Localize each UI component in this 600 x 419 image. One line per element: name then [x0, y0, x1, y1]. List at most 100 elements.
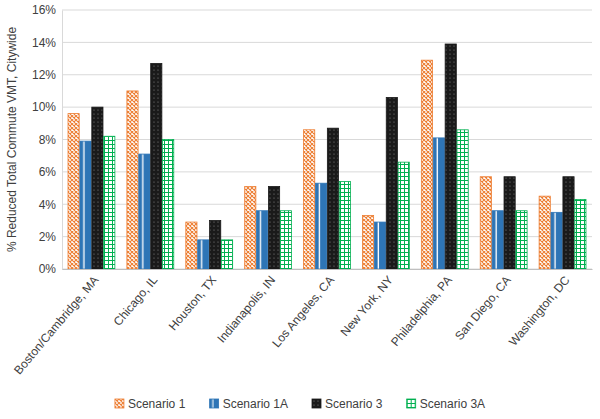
bar — [139, 154, 150, 269]
y-tick: 4% — [39, 198, 62, 212]
x-tick-label: Los Angeles, CA — [269, 273, 337, 350]
x-tick-label: New York, NY — [338, 273, 396, 339]
x-tick: Boston/Cambridge, MA — [11, 269, 101, 377]
x-tick: Chicago, IL — [111, 269, 161, 329]
y-tick-label: 12% — [32, 68, 56, 82]
bar — [92, 107, 103, 269]
bar — [327, 128, 338, 269]
bar — [492, 211, 503, 269]
legend-label: Scenario 1 — [128, 397, 186, 411]
bar — [104, 136, 115, 269]
y-tick: 10% — [32, 100, 62, 114]
x-tick: Houston, TX — [166, 269, 219, 333]
y-axis: 0% 2% 4% 6% 8% 10% 12% 14% 16% — [32, 3, 63, 276]
x-tick: New York, NY — [338, 269, 396, 339]
grid-line — [62, 42, 592, 43]
x-tick: Indianapolis, IN — [214, 269, 278, 346]
legend-item: Scenario 3 — [312, 397, 383, 411]
bar — [362, 216, 373, 269]
bar-series — [104, 130, 586, 269]
x-tick-label: Washington, DC — [506, 273, 573, 349]
bar — [398, 162, 409, 269]
legend: Scenario 1 Scenario 1A Scenario 3 Scenario … — [115, 397, 485, 411]
y-tick-label: 8% — [39, 133, 57, 147]
chart-container: 0% 2% 4% 6% 8% 10% 12% 14% 16% Boston/Cambridge, … — [0, 0, 600, 419]
legend-label: Scenario 3 — [325, 397, 383, 411]
chart-svg: 0% 2% 4% 6% 8% 10% 12% 14% 16% Boston/Cambridge, … — [0, 0, 600, 419]
legend-swatch — [407, 399, 416, 408]
grid-line — [62, 74, 592, 75]
bar — [151, 63, 162, 269]
y-tick: 2% — [39, 230, 62, 244]
bar — [315, 183, 326, 269]
grid — [62, 10, 592, 269]
legend-swatch — [115, 399, 124, 408]
bar — [480, 177, 491, 269]
y-tick-label: 16% — [32, 3, 56, 17]
bar — [268, 186, 279, 269]
legend-item: Scenario 1A — [210, 397, 288, 411]
legend-item: Scenario 1 — [115, 397, 186, 411]
y-tick-label: 6% — [39, 165, 57, 179]
bar — [457, 130, 468, 269]
y-axis-title: % Reduced Total Commute VMT, Citywide — [5, 27, 19, 253]
bar-series — [92, 44, 574, 269]
bar — [504, 177, 515, 269]
bar — [551, 212, 562, 269]
bar — [257, 211, 268, 269]
x-tick-label: San Diego, CA — [452, 273, 514, 343]
y-axis-line — [62, 11, 63, 270]
bar — [445, 44, 456, 269]
legend-label: Scenario 3A — [420, 397, 485, 411]
x-tick: San Diego, CA — [452, 269, 514, 343]
y-tick: 14% — [32, 36, 62, 50]
y-tick-label: 2% — [39, 230, 57, 244]
bar — [304, 130, 315, 269]
y-tick-label: 14% — [32, 36, 56, 50]
y-tick-label: 4% — [39, 198, 57, 212]
bar — [280, 211, 291, 269]
bar — [163, 140, 174, 270]
y-tick: 12% — [32, 68, 62, 82]
x-axis-line — [63, 269, 593, 270]
x-tick-label: Philadelphia, PA — [388, 273, 455, 349]
x-tick: Los Angeles, CA — [269, 269, 337, 350]
bar — [127, 91, 138, 269]
bars — [68, 44, 586, 269]
y-tick-label: 10% — [32, 100, 56, 114]
bar — [245, 186, 256, 269]
bar — [421, 60, 432, 269]
bar — [186, 222, 197, 269]
bar-series — [68, 60, 550, 269]
bar — [339, 182, 350, 269]
bar — [516, 211, 527, 269]
legend-swatch — [312, 399, 321, 408]
x-axis: Boston/Cambridge, MAChicago, ILHouston, … — [11, 269, 592, 377]
bar — [575, 199, 586, 269]
bar — [198, 240, 209, 269]
y-tick-label: 0% — [39, 262, 57, 276]
y-tick: 8% — [39, 133, 62, 147]
grid-line — [62, 107, 592, 108]
y-tick: 0% — [39, 262, 62, 276]
x-tick-label: Chicago, IL — [111, 273, 161, 329]
legend-label: Scenario 1A — [223, 397, 288, 411]
legend-swatch — [210, 399, 219, 408]
x-tick-label: Boston/Cambridge, MA — [11, 273, 101, 377]
bar — [563, 177, 574, 269]
x-tick: Washington, DC — [506, 269, 573, 349]
bar — [386, 97, 397, 269]
grid-line — [62, 10, 592, 11]
bar — [433, 138, 444, 269]
bar — [539, 196, 550, 269]
bar — [80, 141, 91, 269]
x-tick: Philadelphia, PA — [388, 269, 455, 349]
x-tick-label: Indianapolis, IN — [214, 273, 278, 345]
x-tick-label: Houston, TX — [166, 273, 219, 333]
legend-item: Scenario 3A — [407, 397, 485, 411]
bar — [210, 220, 221, 269]
y-tick: 16% — [32, 3, 62, 17]
y-tick: 6% — [39, 165, 62, 179]
bar — [374, 222, 385, 269]
bar — [221, 240, 232, 269]
